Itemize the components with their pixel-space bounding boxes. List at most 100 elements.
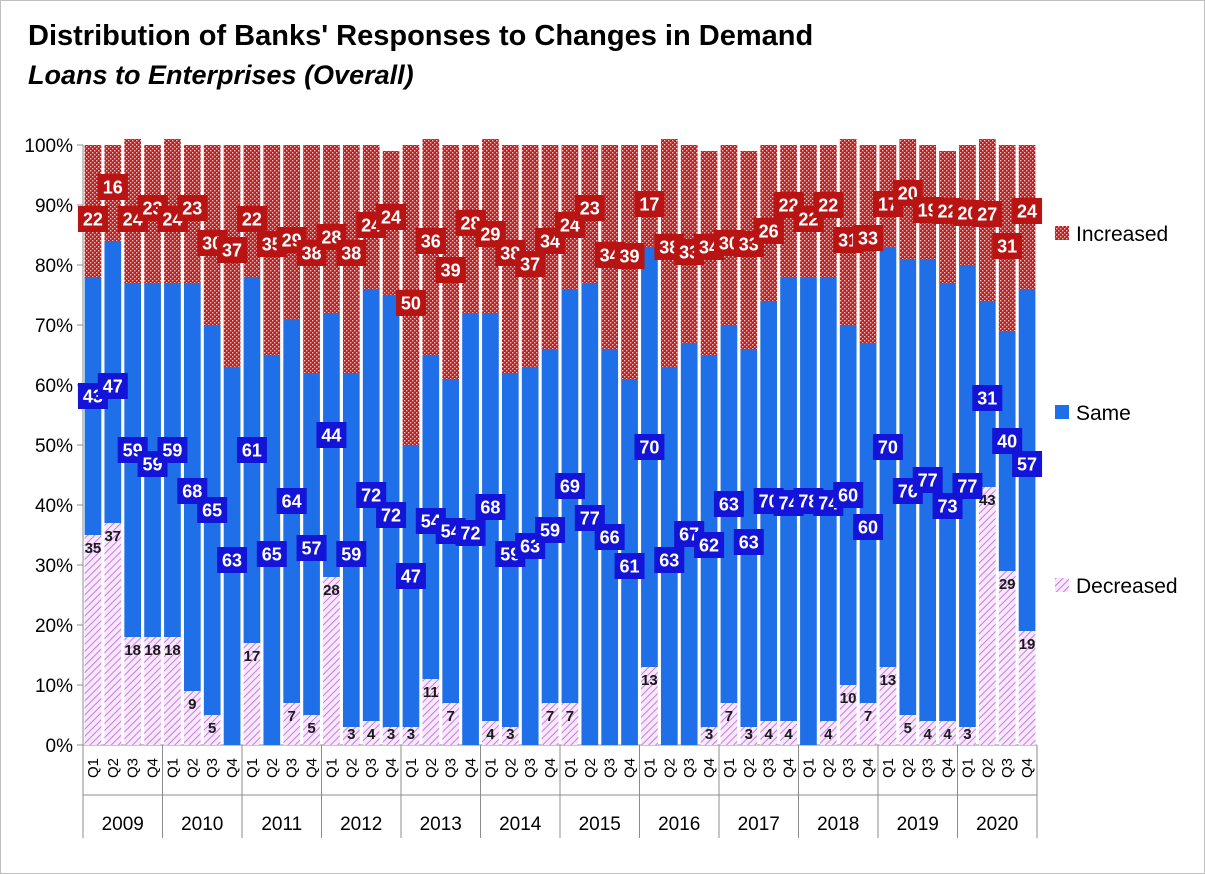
year-label: 2010: [181, 814, 223, 835]
quarter-label: Q4: [860, 758, 877, 778]
quarter-label: Q2: [105, 758, 122, 778]
y-tick-label: 70%: [35, 316, 73, 337]
chart-title: Distribution of Banks' Responses to Chan…: [28, 20, 814, 52]
data-label-box-increased: [217, 237, 248, 263]
year-label: 2013: [420, 814, 462, 835]
data-label-decreased: 4: [367, 726, 376, 743]
data-label-same: 66: [600, 528, 620, 548]
data-label-same: 59: [162, 441, 182, 461]
y-tick-label: 90%: [35, 196, 73, 217]
data-label-same: 70: [639, 438, 659, 458]
data-label-same: 61: [620, 557, 640, 577]
data-label-box-same: [296, 535, 327, 561]
data-label-box-increased: [435, 257, 466, 283]
bar-decreased: [859, 703, 877, 745]
data-label-increased: 31: [997, 237, 1017, 257]
bar-decreased: [183, 691, 201, 745]
quarter-label: Q4: [1019, 758, 1036, 778]
data-label-same: 57: [1017, 455, 1037, 475]
quarter-label: Q2: [741, 758, 758, 778]
data-label-same: 65: [202, 501, 222, 521]
data-label-box-increased: [813, 192, 844, 218]
quarter-label: Q2: [184, 758, 201, 778]
data-label-box-same: [236, 437, 267, 463]
bar-decreased: [362, 721, 380, 745]
quarter-label: Q3: [125, 758, 142, 778]
data-label-box-same: [853, 514, 884, 540]
bar-decreased: [382, 727, 400, 745]
bar-decreased: [959, 727, 976, 745]
data-label-increased: 24: [1017, 202, 1037, 222]
quarter-label: Q3: [840, 758, 857, 778]
bar-decreased: [700, 727, 718, 745]
data-label-same: 60: [838, 486, 858, 506]
bar-decreased: [879, 667, 897, 745]
data-label-box-same: [654, 547, 685, 573]
data-label-same: 57: [302, 539, 322, 559]
data-label-same: 64: [282, 492, 302, 512]
y-tick-label: 30%: [35, 556, 73, 577]
data-label-increased: 50: [401, 294, 421, 314]
quarter-label: Q2: [979, 758, 996, 778]
data-label-same: 68: [480, 498, 500, 518]
quarter-label: Q4: [701, 758, 718, 778]
bar-decreased: [203, 715, 221, 745]
data-label-box-increased: [415, 228, 446, 254]
bar-decreased: [422, 679, 440, 745]
year-label: 2009: [102, 814, 144, 835]
data-label-box-same: [713, 491, 744, 517]
data-label-box-increased: [753, 218, 784, 244]
bar-decreased: [561, 703, 579, 745]
data-label-decreased: 3: [407, 726, 415, 743]
bar-decreased: [124, 637, 142, 745]
legend-label-decreased: Decreased: [1076, 575, 1178, 598]
bar-decreased: [144, 637, 161, 745]
bar-decreased: [104, 523, 122, 745]
data-label-increased: 16: [103, 178, 123, 198]
data-label-decreased: 9: [188, 696, 196, 713]
quarter-label: Q3: [761, 758, 778, 778]
data-label-increased: 29: [480, 225, 500, 245]
quarter-label: Q1: [482, 758, 499, 778]
data-label-decreased: 5: [307, 720, 315, 737]
data-label-decreased: 4: [486, 726, 495, 743]
bar-decreased: [760, 721, 778, 745]
data-label-box-same: [376, 502, 407, 528]
quarter-label: Q4: [145, 758, 162, 778]
data-label-same: 59: [341, 545, 361, 565]
year-label: 2020: [976, 814, 1018, 835]
data-label-increased: 22: [83, 210, 103, 230]
data-label-decreased: 7: [725, 708, 733, 725]
year-label: 2012: [340, 814, 382, 835]
bar-decreased: [84, 535, 102, 745]
data-label-increased: 22: [242, 210, 262, 230]
quarter-label: Q4: [304, 758, 321, 778]
legend-swatch-decreased: [1055, 578, 1069, 592]
data-label-decreased: 18: [124, 642, 141, 659]
data-label-decreased: 4: [824, 726, 833, 743]
data-label-same: 77: [918, 471, 938, 491]
data-label-decreased: 43: [979, 492, 996, 509]
quarter-label: Q3: [522, 758, 539, 778]
data-label-same: 31: [977, 389, 997, 409]
data-label-box-same: [97, 373, 128, 399]
data-label-increased: 24: [381, 208, 401, 228]
legend-label-same: Same: [1076, 402, 1131, 425]
quarter-label: Q1: [562, 758, 579, 778]
data-label-decreased: 4: [943, 726, 952, 743]
quarter-label: Q3: [681, 758, 698, 778]
data-label-decreased: 3: [387, 726, 395, 743]
data-label-decreased: 4: [924, 726, 933, 743]
data-label-box-increased: [97, 174, 128, 200]
year-label: 2017: [738, 814, 780, 835]
bar-decreased: [720, 703, 738, 745]
data-label-decreased: 7: [864, 708, 872, 725]
data-label-box-same: [594, 524, 625, 550]
data-label-box-increased: [992, 233, 1023, 259]
data-label-same: 63: [659, 551, 679, 571]
data-label-same: 72: [461, 524, 481, 544]
data-label-same: 77: [580, 509, 600, 529]
quarter-label: Q4: [383, 758, 400, 778]
data-label-decreased: 5: [904, 720, 912, 737]
